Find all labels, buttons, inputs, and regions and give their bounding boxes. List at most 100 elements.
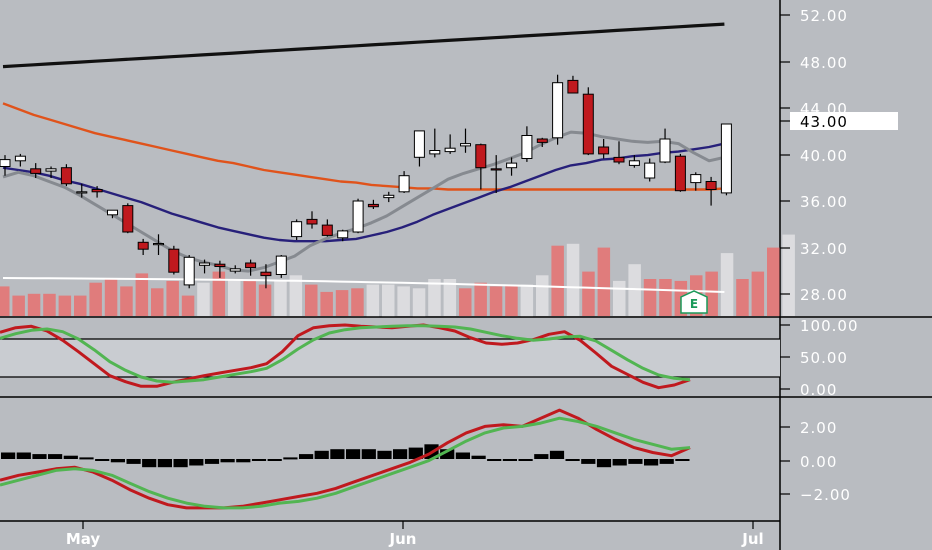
last-price-tag: 43.00 — [780, 112, 898, 131]
candle-body — [91, 189, 103, 193]
macd-histogram-bar — [440, 449, 455, 459]
candle-body — [613, 156, 625, 163]
oscillator-axis-tick-label: 0.00 — [800, 381, 837, 399]
time-axis-label-jun: Jun — [389, 530, 417, 548]
candle-body — [321, 224, 333, 236]
volume-bar — [135, 273, 149, 316]
price-axis-tick-label: 48.00 — [800, 54, 848, 72]
price-axis-tick-label: 28.00 — [800, 286, 848, 304]
volume-bar — [582, 271, 595, 316]
macd-histogram-bar — [110, 459, 125, 463]
candle-body — [475, 144, 487, 169]
time-axis: May Jun Jul — [66, 521, 764, 548]
macd-histogram-bar — [675, 459, 690, 461]
macd-histogram-bar — [549, 450, 565, 459]
candle-body — [628, 160, 640, 166]
candle-body — [45, 168, 57, 172]
volume-bar — [382, 284, 395, 317]
oscillator-slow-line — [0, 324, 691, 384]
macd-histogram-bar — [299, 454, 314, 459]
candle-body — [690, 174, 702, 184]
candle-body — [137, 241, 149, 250]
candle-body — [122, 205, 134, 233]
macd-histogram-bar — [455, 452, 470, 459]
volume-bar — [0, 286, 10, 316]
volume-bar — [58, 295, 72, 316]
volume-bar — [643, 279, 657, 316]
macd-histogram-bar — [220, 459, 235, 463]
macd-histogram-bar — [659, 459, 674, 464]
volume-bar — [474, 282, 487, 316]
macd-histogram-bar — [596, 459, 612, 468]
volume-bar — [228, 279, 241, 316]
candle-body — [352, 200, 364, 233]
earnings-badge-label: E — [690, 297, 698, 311]
macd-histogram-bar — [518, 459, 533, 461]
macd-histogram-bar — [644, 459, 659, 466]
volume-bar — [505, 284, 518, 317]
volume-bar — [459, 288, 472, 317]
candle-body — [720, 123, 732, 194]
volume-bar — [366, 284, 380, 317]
candle-body — [536, 138, 548, 143]
volume-bar — [443, 279, 457, 316]
macd-axis: 2.00 0.00 −2.00 — [780, 419, 850, 504]
macd-histogram-bar — [79, 457, 94, 460]
candle-body — [168, 248, 180, 273]
macd-histogram-bar — [95, 459, 110, 461]
candle-body — [229, 268, 241, 272]
candle-body — [214, 263, 226, 268]
candle-body — [644, 162, 656, 179]
volume-bar — [74, 295, 87, 316]
candle-body — [0, 159, 11, 168]
volume-average-line — [2, 277, 725, 293]
macd-line — [0, 408, 691, 510]
candle-body — [444, 147, 456, 153]
candle-body — [705, 181, 717, 190]
volume-bar — [613, 280, 626, 316]
candle-body — [398, 175, 410, 193]
price-axis-tick-label: 40.00 — [800, 147, 848, 165]
candle-body — [275, 255, 287, 276]
candle-body — [582, 93, 594, 155]
volume-bar — [736, 279, 749, 316]
candle-body — [306, 218, 318, 225]
volume-bar — [720, 253, 734, 316]
volume-bar — [597, 247, 611, 317]
candle-body — [199, 262, 210, 266]
volume-bar — [566, 243, 580, 316]
time-axis-label-may: May — [66, 530, 101, 548]
candle-body — [260, 271, 272, 277]
moving-average-200-line — [2, 22, 725, 69]
macd-histogram-bar — [1, 452, 16, 459]
volume-bar — [274, 280, 287, 316]
time-axis-label-jul: Jul — [741, 530, 763, 548]
candle-body — [291, 221, 303, 238]
candle-body — [383, 194, 395, 199]
oscillator-lines — [0, 323, 691, 390]
candle-body — [76, 191, 88, 194]
macd-histogram-bar — [361, 449, 376, 459]
candle-body — [490, 168, 502, 171]
earnings-badge[interactable]: E — [680, 290, 708, 314]
macd-histogram-bar — [612, 459, 627, 466]
last-price-box — [790, 112, 898, 130]
candle-body — [14, 155, 26, 162]
candle-body — [367, 203, 379, 208]
volume-bar — [335, 290, 349, 316]
macd-histogram-bar — [377, 450, 392, 459]
macd-histogram-bar — [487, 459, 502, 461]
oscillator-band — [0, 339, 780, 377]
macd-histogram-bar — [63, 455, 78, 459]
candle-body — [30, 168, 42, 174]
volume-bar — [289, 275, 303, 316]
volume-bar — [212, 271, 226, 316]
volume-bar — [428, 279, 441, 316]
candle-body — [153, 243, 164, 246]
macd-histogram-bar — [628, 459, 643, 464]
macd-signal-line — [0, 416, 691, 510]
macd-axis-tick-label: 2.00 — [800, 419, 837, 437]
volume-bar — [659, 279, 672, 316]
candle-body — [460, 143, 471, 147]
